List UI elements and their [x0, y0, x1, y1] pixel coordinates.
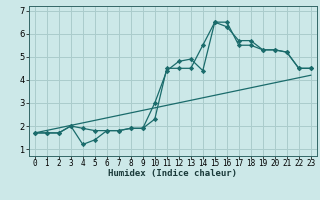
X-axis label: Humidex (Indice chaleur): Humidex (Indice chaleur)	[108, 169, 237, 178]
